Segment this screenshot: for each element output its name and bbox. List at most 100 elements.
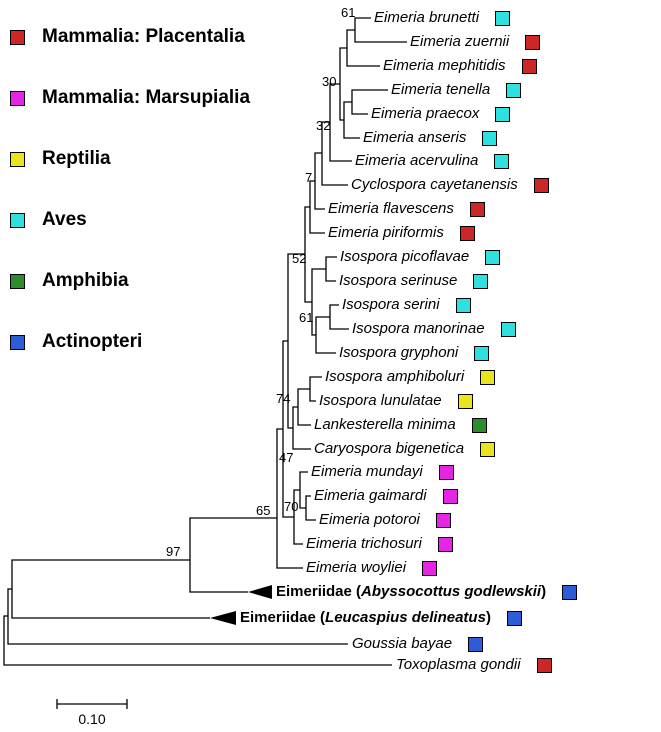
taxon-label: Isospora lunulatae [319, 392, 442, 409]
taxon-label-suffix: ) [541, 583, 547, 600]
host-group-square [495, 10, 511, 26]
taxon-row: Eimeria acervulina [355, 151, 510, 171]
taxon-label-prefix: Eimeriidae ( [276, 583, 362, 600]
bootstrap-value: 52 [292, 251, 307, 266]
taxon-row: Eimeria zuernii [410, 32, 541, 52]
taxon-label-suffix: ) [485, 609, 491, 626]
taxon-label: Caryospora bigenetica [314, 440, 465, 457]
taxon-label: Eimeria brunetti [374, 9, 480, 26]
host-group-square [455, 297, 471, 313]
taxon-label: Goussia bayae [352, 635, 453, 652]
taxon-row: Isospora amphiboluri [325, 367, 496, 387]
taxon-label: Eimeria woyliei [306, 559, 407, 576]
host-group-square [471, 417, 487, 433]
taxon-label: Toxoplasma gondii [396, 656, 521, 673]
host-group-square [468, 636, 484, 652]
legend-item-aves: Aves [10, 209, 250, 231]
taxon-row: Cyclospora cayetanensis [351, 175, 549, 195]
taxon-row: Isospora picoflavae [340, 247, 501, 267]
taxon-label-species: Abyssocottus godlewskii [361, 583, 542, 600]
host-group-square [457, 393, 473, 409]
taxon-row: Goussia bayae [352, 634, 484, 654]
host-group-square [474, 345, 490, 361]
host-group-square [495, 106, 511, 122]
taxon-label: Eimeria mundayi [311, 463, 423, 480]
legend-color-swatch [10, 90, 25, 106]
legend-label: Reptilia [42, 148, 111, 169]
taxon-row-collapsed-clade: Eimeriidae (Abyssocottus godlewskii) [276, 582, 578, 602]
taxon-row: Eimeria brunetti [374, 8, 511, 28]
legend-color-swatch [10, 273, 25, 289]
taxon-label: Eimeria acervulina [355, 152, 479, 169]
taxon-row: Eimeria piriformis [328, 223, 475, 243]
host-group-square [536, 657, 552, 673]
taxon-row: Isospora gryphoni [339, 343, 490, 363]
scale-bar-label: 0.10 [78, 711, 106, 727]
bootstrap-value: 47 [279, 450, 294, 465]
host-group-square [506, 610, 522, 626]
taxon-row: Lankesterella minima [314, 415, 487, 435]
host-group-square [533, 177, 549, 193]
taxon-row: Isospora serini [342, 295, 471, 315]
taxon-label: Isospora serini [342, 296, 440, 313]
taxon-label: Eimeria potoroi [319, 511, 420, 528]
legend-color-swatch [10, 29, 25, 45]
taxon-label: Isospora gryphoni [339, 344, 459, 361]
host-group-square [485, 249, 501, 265]
taxon-label: Eimeria zuernii [410, 33, 510, 50]
taxon-label: Eimeriidae (Leucaspius delineatus) [240, 608, 491, 628]
taxon-label: Isospora manorinae [352, 320, 485, 337]
bootstrap-value: 70 [284, 499, 299, 514]
taxon-row: Eimeria flavescens [328, 199, 485, 219]
legend-item-reptilia: Reptilia [10, 148, 250, 170]
bootstrap-value: 32 [316, 118, 331, 133]
tree-branch-lines [3, 17, 407, 666]
taxon-label: Eimeria piriformis [328, 224, 444, 241]
taxon-row: Eimeria gaimardi [314, 486, 458, 506]
taxon-label: Eimeria tenella [391, 81, 491, 98]
bootstrap-value: 61 [341, 5, 356, 20]
taxon-row: Eimeria potoroi [319, 510, 451, 530]
taxon-label: Eimeria mephitidis [383, 57, 506, 74]
taxon-row: Eimeria praecox [371, 104, 511, 124]
host-group-square [473, 273, 489, 289]
taxon-label: Isospora serinuse [339, 272, 458, 289]
taxon-row: Toxoplasma gondii [396, 655, 552, 675]
bootstrap-value: 30 [322, 74, 337, 89]
host-group-square [521, 58, 537, 74]
taxon-label: Eimeria gaimardi [314, 487, 427, 504]
taxon-label: Cyclospora cayetanensis [351, 176, 518, 193]
legend-item-actinopteri: Actinopteri [10, 331, 250, 353]
legend-color-swatch [10, 212, 25, 228]
host-group-square [480, 369, 496, 385]
taxon-label: Eimeria anseris [363, 129, 467, 146]
taxon-label-prefix: Eimeriidae ( [240, 609, 326, 626]
legend-label: Mammalia: Placentalia [42, 26, 245, 47]
legend-label: Actinopteri [42, 331, 143, 352]
legend-label: Amphibia [42, 270, 129, 291]
host-group-square [480, 441, 496, 457]
taxon-label: Lankesterella minima [314, 416, 456, 433]
taxon-label: Isospora picoflavae [340, 248, 470, 265]
legend-label: Aves [42, 209, 87, 230]
legend-item-amphibia: Amphibia [10, 270, 250, 292]
host-group-square [494, 153, 510, 169]
legend-item-placentalia: Mammalia: Placentalia [10, 26, 250, 48]
bootstrap-value: 97 [166, 544, 181, 559]
host-group-square [562, 584, 578, 600]
collapsed-clade-triangle [248, 585, 272, 599]
taxon-row: Isospora manorinae [352, 319, 516, 339]
taxon-label-species: Leucaspius delineatus [325, 609, 486, 626]
taxon-row: Eimeria tenella [391, 80, 522, 100]
taxon-row-collapsed-clade: Eimeriidae (Leucaspius delineatus) [240, 608, 522, 628]
bootstrap-value: 74 [276, 391, 291, 406]
taxon-row: Eimeria mundayi [311, 462, 454, 482]
legend-label: Mammalia: Marsupialia [42, 87, 251, 108]
taxon-label: Eimeriidae (Abyssocottus godlewskii) [276, 582, 546, 602]
taxon-row: Eimeria trichosuri [306, 534, 453, 554]
bootstrap-value: 7 [305, 170, 313, 185]
host-group-square [442, 488, 458, 504]
legend: Mammalia: Placentalia Mammalia: Marsupia… [10, 26, 250, 353]
